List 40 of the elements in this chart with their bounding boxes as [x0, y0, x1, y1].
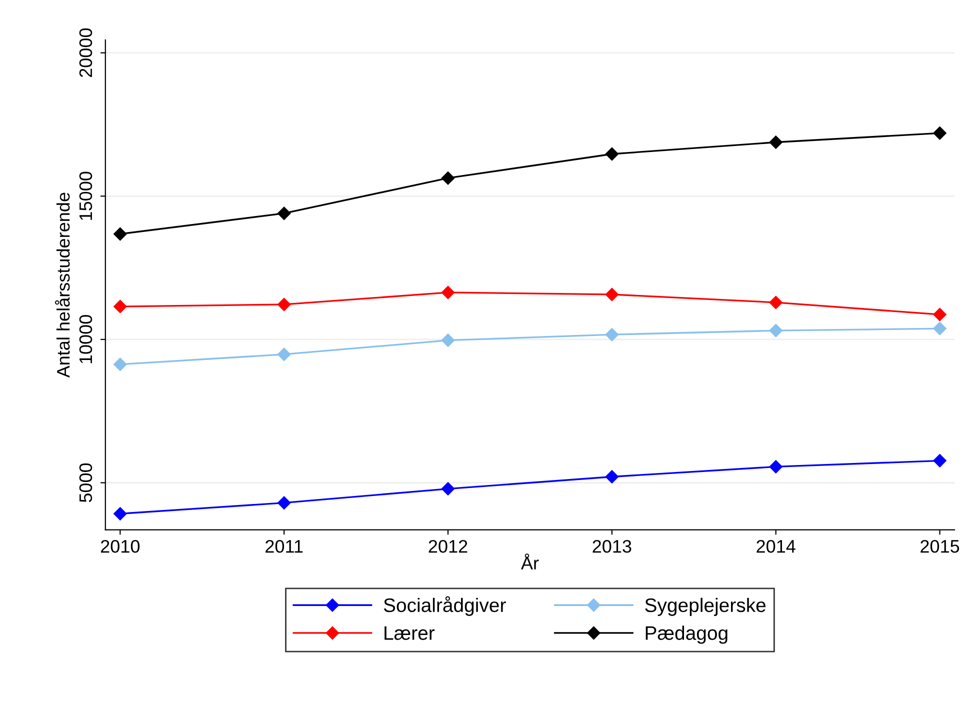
point	[933, 322, 946, 336]
point	[441, 286, 455, 300]
point	[605, 288, 619, 302]
point	[605, 328, 619, 342]
point	[277, 298, 291, 312]
point	[933, 454, 946, 468]
point	[933, 308, 946, 322]
legend-label: Pædagog	[646, 626, 728, 644]
point	[114, 507, 127, 520]
point	[277, 206, 291, 220]
point	[114, 358, 127, 371]
point	[933, 126, 946, 140]
point	[441, 334, 455, 347]
y-axis-title: Antal helårsstuderende	[55, 192, 70, 378]
point	[277, 348, 291, 361]
y-tick-label: 5000	[79, 463, 92, 502]
x-tick-label: 2014	[756, 540, 796, 553]
point	[769, 136, 782, 149]
point	[441, 482, 455, 496]
legend-label: Sygeplejerske	[645, 598, 766, 616]
point	[769, 296, 782, 310]
x-tick-label: 2013	[592, 540, 632, 553]
x-tick-label: 2010	[100, 540, 140, 553]
point	[605, 470, 619, 484]
y-tick-label: 20000	[79, 28, 92, 78]
x-axis-title: År	[520, 554, 539, 570]
legend-label: Lærer	[384, 626, 435, 640]
x-tick-label: 2011	[266, 540, 303, 553]
point	[441, 171, 455, 185]
point	[769, 460, 782, 474]
point	[114, 300, 127, 314]
point	[114, 227, 127, 241]
point	[605, 147, 619, 161]
point	[277, 496, 291, 510]
x-tick-label: 2015	[920, 540, 960, 553]
y-tick-label: 15000	[79, 172, 92, 220]
point	[769, 324, 782, 338]
y-tick-label: 10000	[79, 315, 92, 364]
legend-label: Socialrådgiver	[384, 596, 506, 616]
x-tick-label: 2012	[428, 540, 468, 553]
